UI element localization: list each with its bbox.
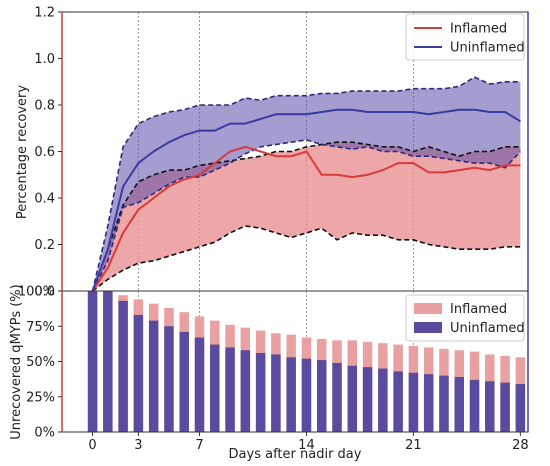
bar-uninflamed: [408, 372, 419, 432]
top-y-tick-label: 1.2: [34, 6, 55, 21]
band-inflamed: [92, 142, 521, 291]
series-line-uninflamed: [91, 108, 521, 292]
bar-uninflamed: [148, 320, 159, 432]
bottom-y-axis-title: Unrecovered qMYPs (%): [9, 284, 24, 439]
series-line-inflamed: [91, 145, 521, 292]
bar-uninflamed: [485, 381, 495, 432]
top-y-tick-label: 0.6: [34, 145, 55, 160]
bar-uninflamed: [271, 354, 281, 432]
top-legend-box: [405, 13, 525, 61]
bar-uninflamed: [515, 384, 526, 432]
legend-label-inflamed: Inflamed: [450, 22, 507, 37]
bar-uninflamed: [255, 353, 266, 432]
bar-uninflamed: [240, 350, 251, 432]
bar-uninflamed: [439, 375, 449, 432]
bar-uninflamed: [179, 331, 189, 432]
bar-uninflamed: [423, 374, 434, 432]
top-y-tick-label: 1.0: [34, 52, 55, 67]
top-y-tick-label: 0.0: [34, 285, 55, 300]
bar-uninflamed: [378, 368, 388, 432]
bottom-y-tick-label: 25%: [26, 390, 55, 405]
bar-uninflamed: [500, 382, 510, 432]
bottom-y-tick-label: 0%: [34, 426, 55, 441]
bar-uninflamed: [317, 360, 327, 432]
bar-uninflamed: [118, 300, 128, 432]
x-tick-label: 0: [88, 438, 96, 453]
band-uninflamed-lower-bound: [91, 139, 521, 292]
bar-uninflamed: [347, 365, 358, 432]
bar-uninflamed: [454, 377, 464, 432]
legend-label-inflamed-bar: Inflamed: [450, 302, 507, 317]
bar-uninflamed: [225, 347, 235, 432]
legend-label-uninflamed: Uninflamed: [450, 41, 525, 56]
band-uninflamed-upper-bound: [91, 76, 521, 292]
legend-label-uninflamed-bar: Uninflamed: [450, 321, 525, 336]
x-tick-label: 7: [195, 438, 203, 453]
top-y-tick-label: 0.8: [34, 99, 55, 114]
top-y-tick-label: 0.4: [34, 192, 55, 207]
legend-swatch-inflamed-bar: [414, 303, 442, 314]
top-y-tick-label: 0.2: [34, 238, 55, 253]
bottom-y-tick-label: 50%: [26, 355, 55, 370]
legend-swatch-uninflamed-bar: [414, 322, 442, 333]
bar-uninflamed: [393, 371, 403, 432]
bar-uninflamed: [301, 358, 312, 432]
x-axis-title: Days after nadir day: [229, 447, 362, 462]
bottom-y-tick-label: 75%: [26, 320, 55, 335]
bar-uninflamed: [210, 344, 220, 432]
x-tick-label: 21: [405, 438, 422, 453]
bar-uninflamed: [103, 291, 113, 432]
bar-uninflamed: [133, 314, 144, 432]
bar-uninflamed: [87, 291, 98, 432]
bar-uninflamed: [469, 379, 480, 432]
x-tick-label: 14: [298, 438, 315, 453]
bottom-y-tick-label: 100%: [18, 285, 55, 300]
bar-uninflamed: [286, 357, 296, 432]
bar-uninflamed: [194, 337, 205, 432]
top-y-axis-title: Percentage recovery: [15, 85, 30, 219]
band-inflamed-upper-bound: [91, 141, 521, 292]
x-tick-label: 3: [134, 438, 142, 453]
x-tick-label: 28: [512, 438, 529, 453]
bar-uninflamed: [332, 362, 342, 432]
bar-uninflamed: [164, 326, 174, 432]
bar-uninflamed: [362, 367, 373, 432]
